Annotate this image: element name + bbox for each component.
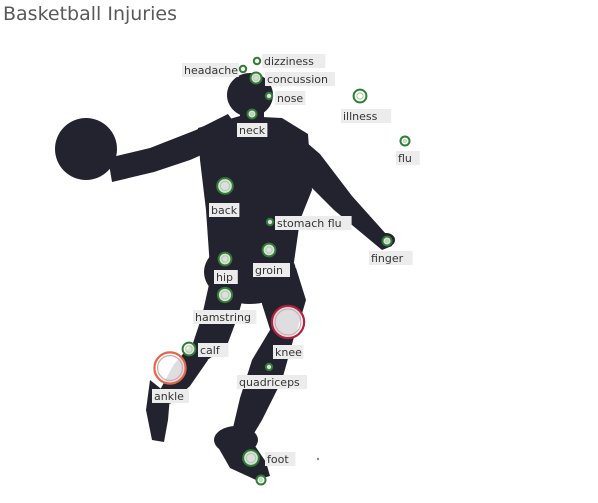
label-background: [214, 270, 238, 284]
point-marker-inner-ring: [385, 239, 389, 243]
point-marker-stomach-flu[interactable]: [265, 217, 275, 227]
label-background: [209, 203, 240, 217]
label-background: [265, 452, 296, 466]
data-label: illness: [343, 110, 378, 123]
data-marks: dizziness headache concussion nose illness ne…: [152, 54, 420, 486]
data-label: hamstring: [195, 311, 251, 324]
point-label-concussion: concussion: [265, 72, 335, 86]
point-marker-calf[interactable]: [181, 341, 197, 357]
point-marker-ankle[interactable]: [153, 351, 187, 385]
point-marker-inner-ring: [259, 478, 263, 482]
point-label-back: back: [209, 203, 240, 217]
point-marker-inner-ring: [219, 180, 231, 192]
point-marker-inner-ring: [220, 290, 230, 300]
label-background: [275, 91, 306, 105]
label-background: [237, 375, 307, 389]
point-marker-inner-ring: [185, 345, 193, 353]
point-marker-inner-ring: [157, 355, 184, 382]
point-marker-inner-ring: [265, 246, 273, 254]
label-background: [275, 216, 352, 230]
point-marker-hip[interactable]: [217, 251, 233, 267]
label-background: [152, 389, 189, 403]
data-label: headache: [184, 64, 238, 77]
point-marker-knee[interactable]: [270, 304, 306, 340]
data-label: neck: [239, 124, 266, 137]
point-marker-illness[interactable]: [352, 88, 368, 104]
point-label-ankle: ankle: [152, 389, 189, 403]
data-label: knee: [275, 346, 302, 359]
chart-title: Basketball Injuries: [3, 3, 177, 25]
data-label: dizziness: [264, 55, 314, 68]
point-marker-inner-ring: [221, 255, 229, 263]
data-label: hip: [216, 271, 233, 284]
point-marker-quadriceps[interactable]: [264, 362, 274, 372]
point-label-knee: knee: [273, 345, 304, 359]
point-label-stomach-flu: stomach flu: [275, 216, 352, 230]
point-marker-finger[interactable]: [381, 235, 393, 247]
point-marker-neck[interactable]: [246, 108, 258, 120]
point-label-flu: flu: [396, 151, 420, 165]
label-background: [273, 345, 304, 359]
point-marker-dizziness[interactable]: [252, 56, 262, 66]
data-label: foot: [267, 453, 289, 466]
data-label: finger: [371, 252, 404, 265]
point-label-dizziness: dizziness: [262, 54, 326, 68]
label-background: [237, 123, 268, 137]
point-marker-inner-ring: [245, 452, 257, 464]
point-marker-nose[interactable]: [264, 91, 274, 101]
data-label: quadriceps: [239, 376, 300, 389]
point-label-foot: foot: [265, 452, 296, 466]
point-marker-inner-ring: [250, 112, 254, 116]
point-marker-inner-ring: [403, 139, 407, 143]
point-label-calf: calf: [198, 343, 229, 357]
point-marker-inner-ring: [274, 308, 302, 336]
label-background: [265, 72, 335, 86]
point-marker-inner-ring: [253, 75, 259, 81]
label-background: [253, 263, 290, 277]
point-marker-concussion[interactable]: [249, 71, 263, 85]
point-marker-groin[interactable]: [261, 242, 277, 258]
point-label-headache: headache: [182, 63, 239, 77]
data-label: nose: [277, 92, 303, 105]
data-label: groin: [255, 264, 283, 277]
data-label: flu: [398, 152, 412, 165]
label-background: [369, 251, 413, 265]
label-background: [341, 109, 392, 123]
point-marker-headache[interactable]: [238, 64, 248, 74]
label-background: [262, 54, 326, 68]
point-label-quadriceps: quadriceps: [237, 375, 307, 389]
point-label-groin: groin: [253, 263, 290, 277]
point-label-hamstring: hamstring: [193, 310, 257, 324]
point-label-nose: nose: [275, 91, 306, 105]
data-label: concussion: [267, 73, 328, 86]
point-label-illness: illness: [341, 109, 392, 123]
data-label: back: [211, 204, 238, 217]
label-background: [396, 151, 420, 165]
point-marker-flu[interactable]: [399, 135, 411, 147]
label-background: [193, 310, 257, 324]
point-label-finger: finger: [369, 251, 413, 265]
point-marker-hamstring[interactable]: [216, 286, 234, 304]
data-label: ankle: [154, 390, 184, 403]
point-marker[interactable]: [316, 457, 320, 461]
point-marker[interactable]: [255, 474, 267, 486]
point-marker-back[interactable]: [216, 177, 234, 195]
data-label: calf: [200, 344, 221, 357]
point-marker-foot[interactable]: [242, 449, 260, 467]
label-background: [182, 63, 239, 77]
point-label-neck: neck: [237, 123, 268, 137]
label-background: [198, 343, 229, 357]
point-marker-inner-ring: [356, 92, 364, 100]
point-label-hip: hip: [214, 270, 238, 284]
data-label: stomach flu: [277, 217, 342, 230]
